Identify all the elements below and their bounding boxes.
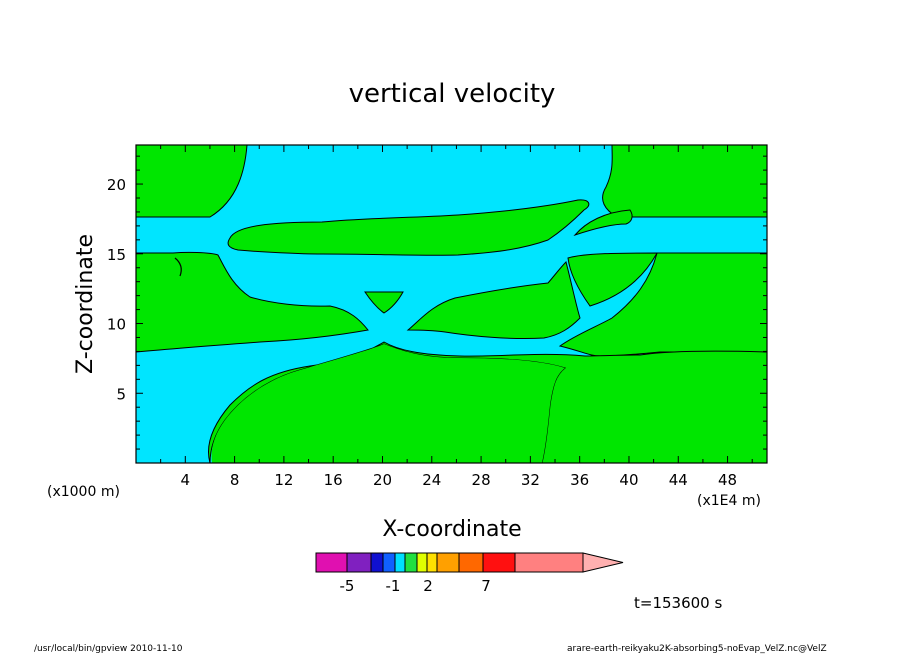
x-axis-title: X-coordinate (382, 517, 521, 542)
green-region-upper-band (227, 199, 590, 256)
green-region-top-left (135, 144, 248, 218)
x-tick-label: 44 (669, 471, 688, 489)
colorbar-swatch (370, 552, 384, 573)
y-tick-label: 15 (107, 246, 126, 264)
colorbar-swatch (394, 552, 406, 573)
colorbar-swatch (315, 552, 348, 573)
contour-small-tick (174, 257, 182, 277)
x-tick-label: 32 (521, 471, 540, 489)
green-region-small-streak (573, 209, 633, 237)
y-tick-label: 20 (107, 176, 126, 194)
green-region-top-right (602, 144, 768, 218)
colorbar-swatch (416, 552, 428, 573)
footer-left: /usr/local/bin/gpview 2010-11-10 (34, 644, 183, 654)
colorbar-label: -5 (340, 577, 355, 595)
colorbar-swatch (458, 552, 484, 573)
y-tick-label: 5 (116, 385, 126, 403)
colorbar-swatch (404, 552, 418, 573)
x-tick-label: 24 (422, 471, 441, 489)
green-region-center-blob (364, 291, 404, 314)
green-region-left-middle (135, 251, 369, 353)
chart-title: vertical velocity (349, 79, 556, 109)
colorbar-swatch (514, 552, 584, 573)
x-unit-label: (x1E4 m) (697, 493, 761, 509)
colorbar-swatch (482, 552, 516, 573)
x-tick-label: 8 (230, 471, 240, 489)
x-tick-label: 16 (324, 471, 343, 489)
x-tick-label: 28 (472, 471, 491, 489)
x-tick-label: 4 (181, 471, 191, 489)
colorbar-swatch (436, 552, 460, 573)
y-unit-label: (x1000 m) (47, 484, 120, 500)
time-label: t=153600 s (634, 594, 722, 612)
footer-right: arare-earth-reikyaku2K-absorbing5-noEvap… (567, 644, 827, 654)
plot-frame (135, 144, 768, 464)
colorbar-extend-arrow (582, 552, 624, 573)
colorbar-swatch (382, 552, 396, 573)
y-tick-label: 10 (107, 316, 126, 334)
y-axis-title: Z-coordinate (73, 234, 98, 374)
x-tick-label: 36 (570, 471, 589, 489)
colorbar-swatch (426, 552, 438, 573)
x-tick-label: 12 (274, 471, 293, 489)
green-region-right-triangle (567, 252, 658, 307)
colorbar-label: 7 (481, 577, 491, 595)
colorbar-swatch (346, 552, 372, 573)
x-tick-label: 20 (373, 471, 392, 489)
colorbar-label: -1 (386, 577, 401, 595)
x-tick-label: 48 (718, 471, 737, 489)
green-region-bottom-fill (211, 344, 566, 463)
x-tick-label: 40 (619, 471, 638, 489)
green-region-right-band (558, 252, 768, 357)
colorbar-label: 2 (423, 577, 433, 595)
green-region-right-middle (406, 261, 581, 340)
colorbar: -5 -1 2 7 (315, 552, 624, 595)
